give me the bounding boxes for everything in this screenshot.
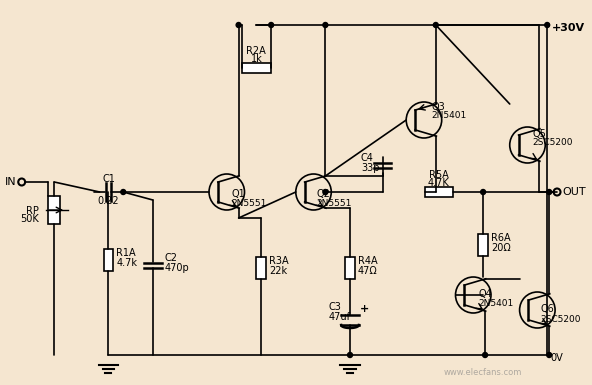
- Text: 470p: 470p: [165, 263, 189, 273]
- Text: 50K: 50K: [20, 214, 38, 224]
- Text: Q4: Q4: [478, 289, 492, 299]
- Circle shape: [546, 189, 552, 194]
- Circle shape: [545, 22, 549, 27]
- Text: 0V: 0V: [550, 353, 563, 363]
- Text: 20Ω: 20Ω: [491, 243, 511, 253]
- Text: 33p: 33p: [361, 163, 379, 173]
- Bar: [478, 234, 488, 256]
- Text: 2N5551: 2N5551: [231, 199, 267, 208]
- Text: Q6: Q6: [540, 304, 554, 314]
- Text: 47uf: 47uf: [329, 312, 350, 322]
- Text: R1A: R1A: [117, 248, 136, 258]
- Text: +30V: +30V: [552, 23, 585, 33]
- Circle shape: [348, 353, 352, 358]
- Circle shape: [433, 22, 438, 27]
- Text: 4.7k: 4.7k: [117, 258, 137, 268]
- Text: R3A: R3A: [269, 256, 289, 266]
- Circle shape: [482, 353, 488, 358]
- Text: 2N5401: 2N5401: [478, 299, 513, 308]
- Bar: [425, 187, 452, 197]
- Text: C4: C4: [361, 153, 374, 163]
- Text: 0.22: 0.22: [98, 196, 119, 206]
- Text: C2: C2: [165, 253, 178, 263]
- Text: RP: RP: [25, 206, 38, 216]
- Bar: [242, 63, 271, 73]
- Text: R5A: R5A: [429, 170, 449, 180]
- Text: 2N5401: 2N5401: [432, 111, 467, 120]
- Text: 2SC5200: 2SC5200: [540, 315, 581, 324]
- Text: www.elecfans.com: www.elecfans.com: [443, 368, 522, 377]
- Bar: [256, 257, 266, 279]
- Text: Q1: Q1: [231, 189, 246, 199]
- Circle shape: [236, 22, 241, 27]
- Circle shape: [546, 353, 552, 358]
- Text: OUT: OUT: [562, 187, 585, 197]
- Circle shape: [433, 189, 438, 194]
- Text: 4.7K: 4.7K: [428, 178, 449, 188]
- Text: 47Ω: 47Ω: [358, 266, 378, 276]
- Text: 2SC5200: 2SC5200: [532, 138, 573, 147]
- Text: C3: C3: [329, 302, 341, 312]
- Text: Q3: Q3: [432, 102, 446, 112]
- Circle shape: [323, 22, 328, 27]
- Text: R4A: R4A: [358, 256, 378, 266]
- Text: Q5: Q5: [532, 129, 546, 139]
- Text: +: +: [360, 304, 369, 314]
- Text: 22k: 22k: [269, 266, 287, 276]
- Text: R2A: R2A: [246, 46, 266, 56]
- Text: R6A: R6A: [491, 233, 511, 243]
- Bar: [104, 249, 114, 271]
- Text: 1k: 1k: [250, 54, 262, 64]
- Bar: [345, 257, 355, 279]
- Bar: [49, 196, 60, 224]
- Text: Q2: Q2: [317, 189, 330, 199]
- Text: 2N5551: 2N5551: [317, 199, 352, 208]
- Text: C1: C1: [102, 174, 115, 184]
- Circle shape: [323, 189, 328, 194]
- Circle shape: [269, 22, 274, 27]
- Circle shape: [481, 189, 485, 194]
- Circle shape: [121, 189, 126, 194]
- Text: IN: IN: [5, 177, 17, 187]
